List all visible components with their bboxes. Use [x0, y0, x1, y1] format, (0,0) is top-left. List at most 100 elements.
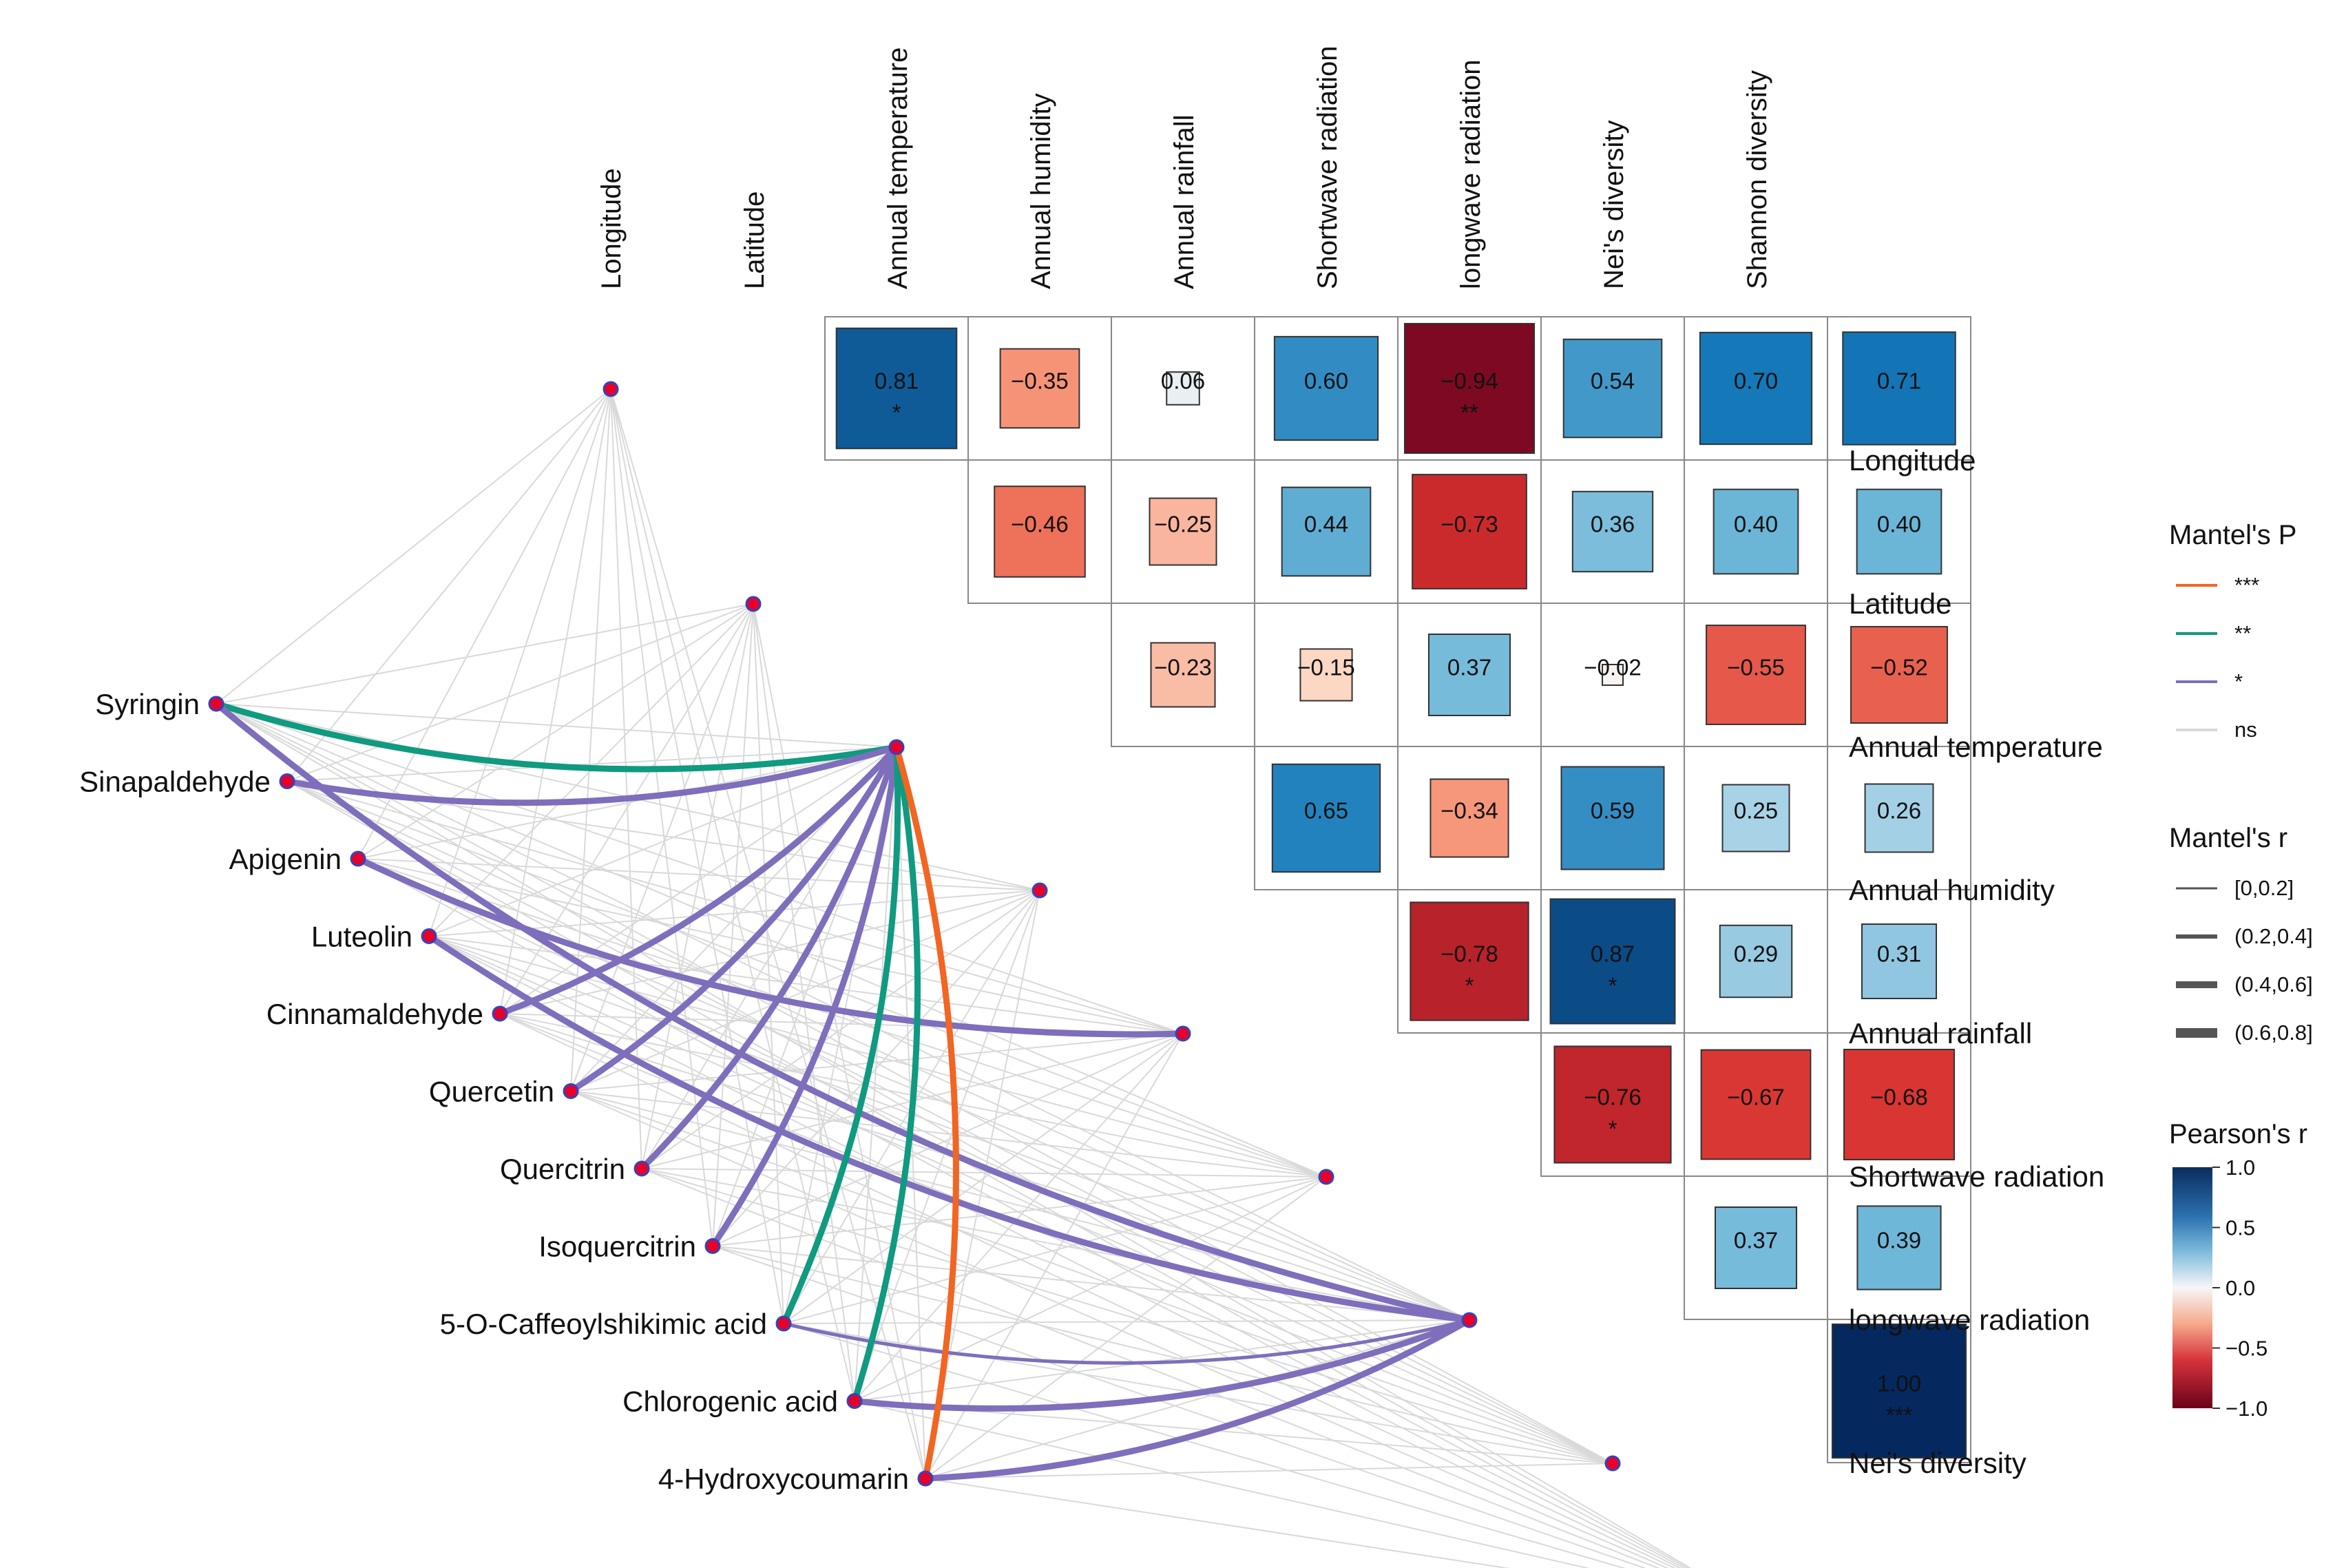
corr-value-shortwave-radiation-shannon-diversity: −0.68	[1870, 1085, 1928, 1110]
corr-value-longitude-annual-humidity: 0.06	[1161, 368, 1205, 394]
corr-square-longitude-nei-s-diversity	[1699, 331, 1813, 446]
corr-square-longitude-annual-humidity	[1166, 371, 1200, 406]
ns-link-cinnamaldehyde-longitude	[499, 388, 611, 1014]
ns-link-isoquercitrin-longwave-radiation	[712, 1245, 1470, 1321]
corr-value-annual-humidity-nei-s-diversity: 0.25	[1734, 798, 1778, 824]
corr-square-annual-temperature-annual-humidity	[1150, 642, 1216, 708]
corr-square-annual-rainfall-shannon-diversity	[1861, 923, 1938, 1000]
legend-mantel-p-title: Mantel's P	[2169, 520, 2297, 550]
legend-pearson-label-3: −0.5	[2225, 1337, 2268, 1361]
row-label-latitude: Latitude	[1849, 587, 1951, 620]
corr-value-annual-rainfall-longwave-radiation: 0.87	[1591, 941, 1635, 967]
corr-square-annual-temperature-shortwave-radiation	[1427, 633, 1511, 717]
ns-link-chlorogenic-acid-shannon-diversity	[854, 1400, 1590, 1568]
legend-p-label-1: **	[2234, 621, 2251, 645]
row-label-nei-s-diversity: Nei's diversity	[1849, 1447, 2026, 1479]
ns-link-4-hydroxycoumarin-longitude	[610, 388, 926, 1479]
ns-link-luteolin-nei-s-diversity	[428, 935, 1613, 1464]
corr-value-shortwave-radiation-nei-s-diversity: −0.67	[1727, 1085, 1785, 1110]
ns-link-chlorogenic-acid-longwave-radiation	[854, 1319, 1470, 1402]
nodes-layer	[208, 381, 1621, 1487]
mantel-link-4-hydroxycoumarin-longwave-radiation	[922, 1317, 1473, 1482]
legend-p-label-0: ***	[2234, 573, 2259, 597]
corr-square-longwave-radiation-shannon-diversity	[1856, 1205, 1942, 1290]
ns-link-quercitrin-longwave-radiation	[641, 1168, 1470, 1321]
corr-value-nei-s-diversity-shannon-diversity: 1.00	[1877, 1371, 1921, 1397]
ns-link-chlorogenic-acid-annual-humidity	[854, 890, 1040, 1401]
ns-link-sinapaldehyde-shortwave-radiation	[286, 780, 1327, 1178]
ns-link-syringin-latitude	[216, 603, 754, 704]
ns-link-sinapaldehyde-longwave-radiation	[286, 780, 1470, 1321]
mantel-links-layer	[213, 388, 1692, 1568]
corr-value-annual-rainfall-shortwave-radiation: −0.78	[1441, 941, 1498, 967]
compound-node-apigenin	[350, 850, 366, 867]
env-node-annual-temperature	[888, 739, 905, 755]
ns-link-syringin-shannon-diversity	[216, 703, 1692, 1568]
ns-link-quercitrin-nei-s-diversity	[641, 1168, 1613, 1464]
ns-link-chlorogenic-acid-shortwave-radiation	[854, 1176, 1327, 1402]
corr-value-annual-temperature-nei-s-diversity: −0.55	[1727, 655, 1785, 680]
corr-square-annual-temperature-longwave-radiation	[1602, 664, 1624, 686]
corr-value-longwave-radiation-shannon-diversity: 0.39	[1877, 1228, 1921, 1253]
corr-value-longitude-annual-temperature: −0.35	[1011, 368, 1069, 394]
corr-square-nei-s-diversity-shannon-diversity	[1832, 1324, 1967, 1459]
env-node-latitude	[745, 596, 762, 612]
legend-pearson-title: Pearson's r	[2169, 1119, 2307, 1149]
compound-label-chlorogenic-acid: Chlorogenic acid	[622, 1386, 838, 1418]
mantel-link-syringin-longwave-radiation	[213, 700, 1473, 1324]
ns-link-isoquercitrin-longitude	[610, 388, 713, 1246]
ns-link-isoquercitrin-shortwave-radiation	[712, 1176, 1327, 1247]
corr-value-latitude-annual-rainfall: 0.44	[1304, 512, 1348, 537]
corr-square-annual-humidity-nei-s-diversity	[1721, 784, 1790, 853]
mantel-link-apigenin-annual-rainfall	[355, 855, 1186, 1038]
corr-value-longitude-annual-rainfall: 0.60	[1304, 368, 1348, 394]
corr-square-shortwave-radiation-shannon-diversity	[1843, 1049, 1955, 1160]
corr-square-annual-temperature-annual-rainfall	[1299, 648, 1353, 702]
corr-value-annual-humidity-annual-rainfall: 0.65	[1304, 798, 1348, 824]
corr-square-annual-humidity-annual-rainfall	[1271, 763, 1381, 873]
ns-link-quercitrin-shannon-diversity	[641, 1168, 1660, 1568]
corr-value-latitude-nei-s-diversity: 0.40	[1734, 512, 1778, 537]
row-label-longwave-radiation: longwave radiation	[1849, 1304, 2090, 1336]
grid-cell-annual-temperature-longwave-radiation	[1540, 603, 1685, 747]
ns-link-syringin-annual-temperature	[216, 703, 897, 748]
legend-pearson-label-0: 1.0	[2225, 1156, 2255, 1180]
mantel-link-5-o-caffeoylshikimic-acid-annual-temperature	[780, 744, 901, 1327]
ns-link-isoquercitrin-nei-s-diversity	[712, 1245, 1613, 1464]
corr-value-longitude-nei-s-diversity: 0.70	[1734, 368, 1778, 394]
corr-square-shortwave-radiation-nei-s-diversity	[1700, 1049, 1812, 1160]
ns-link-chlorogenic-acid-annual-rainfall	[854, 1033, 1184, 1402]
ns-link-cinnamaldehyde-shannon-diversity	[499, 1013, 1676, 1568]
corr-value-annual-temperature-annual-humidity: −0.23	[1154, 655, 1212, 680]
compound-label-quercetin: Quercetin	[429, 1076, 554, 1108]
mantel-link-sinapaldehyde-annual-temperature	[284, 744, 900, 806]
compound-node-isoquercitrin	[704, 1238, 721, 1254]
corr-square-longitude-latitude	[835, 327, 958, 450]
compound-node-chlorogenic-acid	[846, 1393, 863, 1409]
ns-link-4-hydroxycoumarin-longwave-radiation	[925, 1319, 1470, 1479]
ns-link-apigenin-longitude	[357, 388, 611, 859]
ns-link-4-hydroxycoumarin-shannon-diversity	[925, 1478, 1511, 1568]
col-label-nei-s-diversity: Nei's diversity	[1599, 121, 1629, 289]
compound-label-sinapaldehyde: Sinapaldehyde	[79, 766, 271, 798]
corr-square-latitude-shannon-diversity	[1856, 488, 1942, 575]
col-label-annual-temperature: Annual temperature	[883, 48, 913, 289]
row-label-annual-rainfall: Annual rainfall	[1849, 1017, 2032, 1049]
corr-value-annual-temperature-longwave-radiation: −0.02	[1584, 655, 1642, 680]
compound-label-5-o-caffeoylshikimic-acid: 5-O-Caffeoylshikimic acid	[440, 1308, 767, 1340]
env-node-shortwave-radiation	[1318, 1169, 1334, 1185]
corr-square-latitude-nei-s-diversity	[1713, 488, 1799, 575]
compound-node-cinnamaldehyde	[492, 1005, 508, 1022]
ns-link-isoquercitrin-annual-rainfall	[712, 1033, 1184, 1247]
compound-label-quercitrin: Quercitrin	[500, 1153, 625, 1185]
legend-p-label-2: *	[2234, 669, 2243, 693]
corr-square-annual-rainfall-shortwave-radiation	[1410, 901, 1529, 1021]
compound-node-4-hydroxycoumarin	[917, 1470, 934, 1487]
corr-square-latitude-annual-humidity	[1149, 497, 1217, 566]
corr-value-latitude-shannon-diversity: 0.40	[1877, 512, 1921, 537]
ns-link-quercetin-latitude	[570, 603, 754, 1091]
compound-label-4-hydroxycoumarin: 4-Hydroxycoumarin	[658, 1463, 909, 1495]
env-node-annual-rainfall	[1175, 1025, 1191, 1042]
